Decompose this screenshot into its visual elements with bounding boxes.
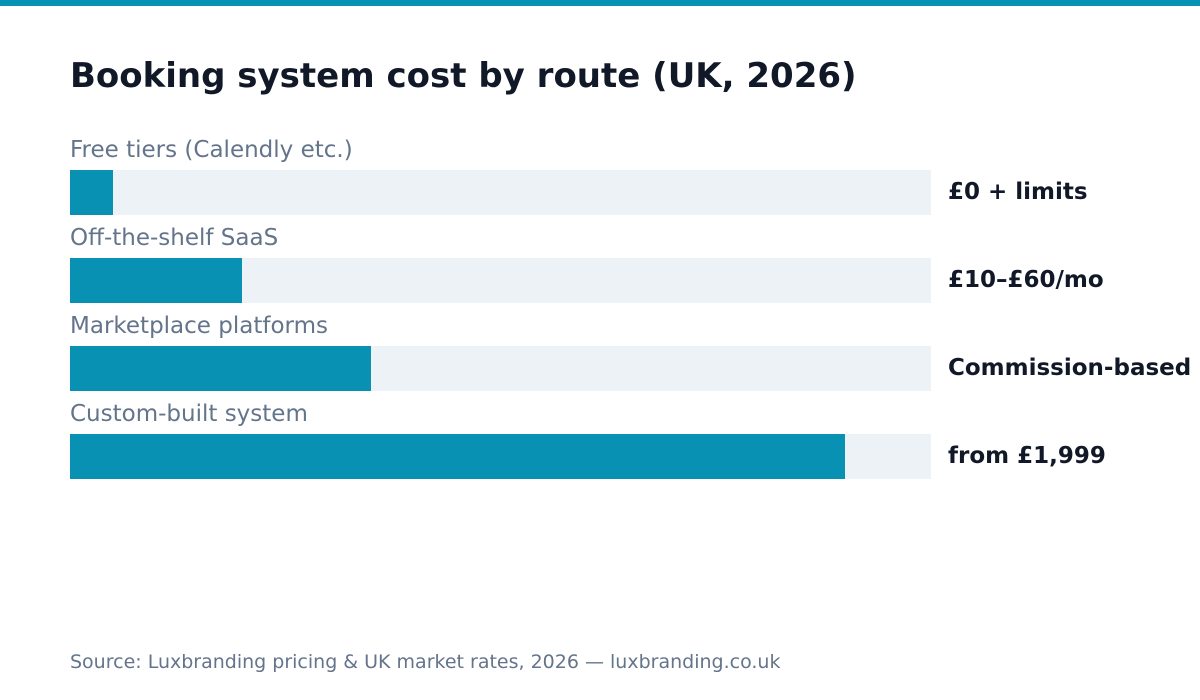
bar-track bbox=[70, 434, 931, 479]
category-label: Free tiers (Calendly etc.) bbox=[70, 137, 353, 163]
value-label: £0 + limits bbox=[948, 179, 1088, 205]
bar-fill bbox=[70, 434, 845, 479]
top-accent-bar bbox=[0, 0, 1200, 6]
bar-fill bbox=[70, 170, 113, 215]
bar-track bbox=[70, 170, 931, 215]
bar-row-free-tiers: Free tiers (Calendly etc.) £0 + limits bbox=[70, 137, 1200, 225]
bar-track bbox=[70, 346, 931, 391]
bar-fill bbox=[70, 258, 242, 303]
category-label: Marketplace platforms bbox=[70, 313, 328, 339]
value-label: £10–£60/mo bbox=[948, 267, 1104, 293]
category-label: Off-the-shelf SaaS bbox=[70, 225, 279, 251]
bar-row-saas: Off-the-shelf SaaS £10–£60/mo bbox=[70, 225, 1200, 313]
chart-title: Booking system cost by route (UK, 2026) bbox=[70, 56, 857, 96]
bar-track bbox=[70, 258, 931, 303]
value-label: Commission-based bbox=[948, 355, 1192, 381]
bar-fill bbox=[70, 346, 371, 391]
bar-chart: Free tiers (Calendly etc.) £0 + limits O… bbox=[70, 137, 1200, 489]
bar-row-marketplace: Marketplace platforms Commission-based bbox=[70, 313, 1200, 401]
value-label: from £1,999 bbox=[948, 443, 1106, 469]
category-label: Custom-built system bbox=[70, 401, 308, 427]
source-note: Source: Luxbranding pricing & UK market … bbox=[70, 651, 781, 673]
bar-row-custom: Custom-built system from £1,999 bbox=[70, 401, 1200, 489]
